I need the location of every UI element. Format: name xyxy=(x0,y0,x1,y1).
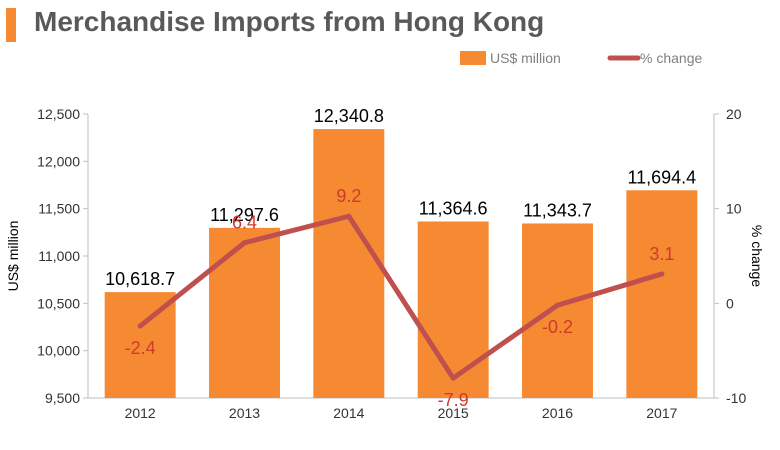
x-axis-tick-label: 2015 xyxy=(438,405,469,421)
x-axis-tick-label: 2017 xyxy=(646,405,677,421)
left-axis-tick-label: 11,000 xyxy=(38,248,80,264)
line-value-label: -2.4 xyxy=(125,338,156,358)
data-labels: 10,618.7 11,297.6 12,340.8 11,364.6 11,343.7… xyxy=(105,106,696,410)
title-accent-bar xyxy=(6,8,16,42)
line-point xyxy=(346,213,352,219)
legend-bar-swatch xyxy=(460,51,486,65)
x-axis-tick-label: 2012 xyxy=(125,405,156,421)
legend-bar-label: US$ million xyxy=(490,50,561,66)
bar-value-label: 11,343.7 xyxy=(523,200,592,220)
left-axis-tick-label: 11,500 xyxy=(38,201,80,217)
right-axis-tick-label: 10 xyxy=(726,201,742,217)
line-value-label: 6.4 xyxy=(232,213,257,233)
bars xyxy=(104,129,698,399)
bar-value-label: 11,694.4 xyxy=(627,167,696,187)
bar xyxy=(626,190,698,398)
right-axis-tick-label: 0 xyxy=(726,295,734,311)
line-point xyxy=(242,240,247,246)
right-axis-title: % change xyxy=(749,225,765,287)
left-axis-tick-label: 12,500 xyxy=(37,106,80,122)
x-axis-tick-label: 2013 xyxy=(229,405,260,421)
line-series xyxy=(137,213,665,381)
left-axis-tick-label: 12,000 xyxy=(37,153,80,169)
bar xyxy=(522,223,593,398)
left-axis-title: US$ million xyxy=(5,221,21,292)
bar-value-label: 11,364.6 xyxy=(419,198,488,218)
left-axis-tick-label: 10,500 xyxy=(37,295,80,311)
line-value-label: 3.1 xyxy=(649,244,674,264)
legend-line-label: % change xyxy=(640,50,702,66)
line-point xyxy=(450,375,456,381)
x-axis-tick-label: 2014 xyxy=(333,405,364,421)
bar-value-label: 10,618.7 xyxy=(105,269,175,289)
line-point xyxy=(137,323,143,329)
line-layer xyxy=(137,213,665,381)
right-axis-tick-label: -10 xyxy=(726,390,746,406)
line-value-label: -0.2 xyxy=(542,317,573,337)
line-value-label: 9.2 xyxy=(336,186,361,206)
bar xyxy=(313,129,385,399)
axes: 9,500 10,000 10,500 11,000 11,500 12,000 12,50… xyxy=(37,106,746,421)
legend: US$ million % change xyxy=(460,50,702,66)
line-point xyxy=(659,271,665,277)
left-axis-tick-label: 9,500 xyxy=(45,390,80,406)
line-point xyxy=(555,302,560,308)
bar-value-label: 11,297.6 xyxy=(210,205,279,225)
bar xyxy=(209,227,280,398)
bar xyxy=(417,221,489,398)
left-axis-tick-label: 10,000 xyxy=(37,343,80,359)
bar-value-label: 12,340.8 xyxy=(314,106,384,126)
page-title: Merchandise Imports from Hong Kong xyxy=(34,6,545,37)
x-axis-tick-label: 2016 xyxy=(542,405,573,421)
right-axis-tick-label: 20 xyxy=(726,106,742,122)
line-value-label: -7.9 xyxy=(438,390,469,410)
